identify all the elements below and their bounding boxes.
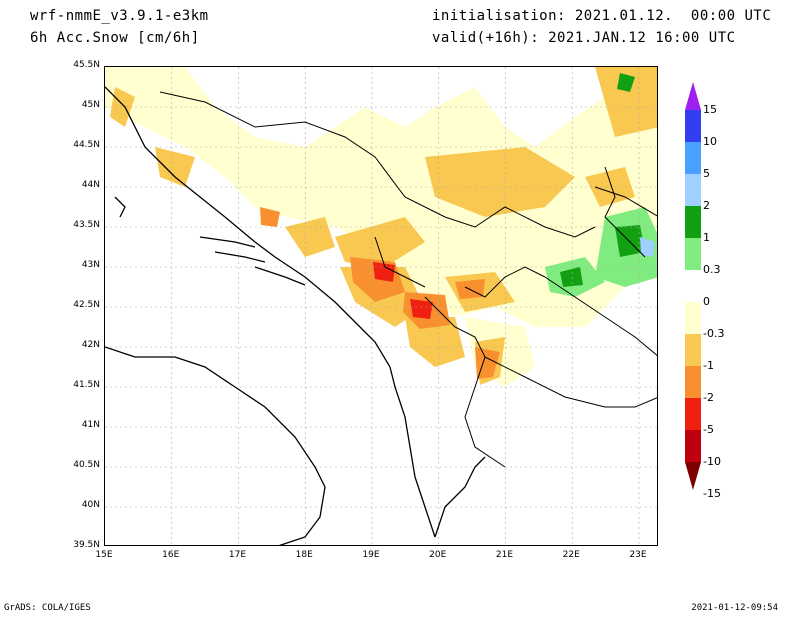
colorbar-segment xyxy=(685,174,701,206)
colorbar-segment xyxy=(685,430,701,462)
colorbar-label: 0.3 xyxy=(703,263,721,276)
colorbar-bottom-arrow xyxy=(685,462,701,490)
lat-label: 43.5N xyxy=(73,220,100,230)
lat-label: 39.5N xyxy=(73,540,100,550)
colorbar-label: -15 xyxy=(703,487,721,500)
lat-label: 42.5N xyxy=(73,300,100,310)
colorbar-segment xyxy=(685,238,701,270)
valid-time: valid(+16h): 2021.JAN.12 16:00 UTC xyxy=(432,30,736,46)
coastlines xyxy=(105,86,486,545)
lon-label: 16E xyxy=(162,550,180,560)
colorbar-label: 5 xyxy=(703,167,710,180)
lat-label: 40N xyxy=(81,500,100,510)
colorbar-segment xyxy=(685,302,701,334)
colorbar-label: -10 xyxy=(703,455,721,468)
lat-label: 40.5N xyxy=(73,460,100,470)
lat-label: 43N xyxy=(81,260,100,270)
colorbar-segment xyxy=(685,206,701,238)
map-frame xyxy=(104,66,658,546)
colorbar-top-arrow xyxy=(685,82,701,110)
colorbar-label: 0 xyxy=(703,295,710,308)
lon-label: 19E xyxy=(362,550,380,560)
field-name: 6h Acc.Snow [cm/6h] xyxy=(30,30,200,46)
lon-label: 22E xyxy=(562,550,580,560)
colorbar xyxy=(685,82,701,490)
colorbar-segment xyxy=(685,334,701,366)
grid-lines xyxy=(105,67,657,545)
colorbar-label: 10 xyxy=(703,135,717,148)
colorbar-label: -1 xyxy=(703,359,714,372)
colorbar-segment xyxy=(685,366,701,398)
snow-intense-areas xyxy=(373,262,433,319)
colorbar-segment xyxy=(685,110,701,142)
colorbar-label: 2 xyxy=(703,199,710,212)
lat-label: 44.5N xyxy=(73,140,100,150)
model-name: wrf-nmmE_v3.9.1-e3km xyxy=(30,8,209,24)
init-time: initialisation: 2021.01.12. 00:00 UTC xyxy=(432,8,772,24)
country-borders xyxy=(159,91,657,468)
lon-label: 18E xyxy=(295,550,313,560)
colorbar-label: 1 xyxy=(703,231,710,244)
colorbar-segment xyxy=(685,398,701,430)
colorbar-label: -2 xyxy=(703,391,714,404)
lon-label: 20E xyxy=(429,550,447,560)
lon-label: 17E xyxy=(228,550,247,560)
footer-credit: GrADS: COLA/IGES xyxy=(4,603,91,613)
colorbar-segment xyxy=(685,270,701,302)
lon-label: 23E xyxy=(629,550,647,560)
lon-label: 15E xyxy=(95,550,113,560)
colorbar-label: -5 xyxy=(703,423,714,436)
colorbar-label: 15 xyxy=(703,103,717,116)
footer-timestamp: 2021-01-12-09:54 xyxy=(691,603,778,613)
lat-label: 44N xyxy=(81,180,100,190)
lat-label: 45N xyxy=(81,100,100,110)
lat-label: 45.5N xyxy=(73,60,100,70)
lat-label: 41.5N xyxy=(73,380,100,390)
colorbar-label: -0.3 xyxy=(703,327,725,340)
colorbar-segment xyxy=(685,142,701,174)
map-canvas xyxy=(105,67,657,545)
lon-label: 21E xyxy=(495,550,514,560)
lat-label: 41N xyxy=(81,420,100,430)
lat-label: 42N xyxy=(81,340,100,350)
